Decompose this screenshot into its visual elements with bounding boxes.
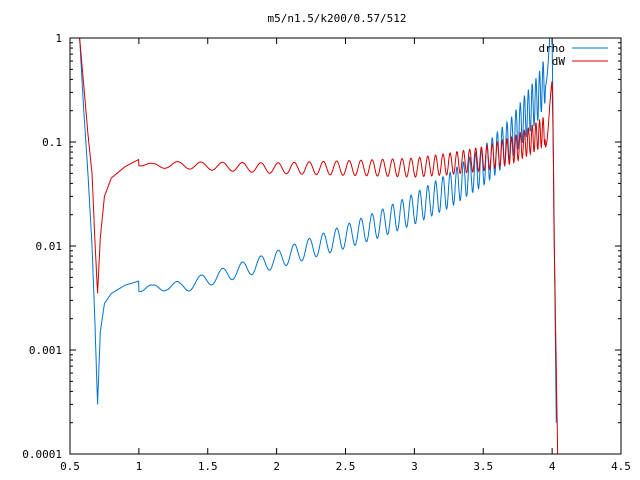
- x-tick-label: 4.5: [611, 460, 631, 473]
- x-tick-label: 1: [136, 460, 143, 473]
- x-tick-label: 0.5: [60, 460, 80, 473]
- x-tick-label: 3.5: [473, 460, 493, 473]
- legend-label-drho: drho: [539, 42, 566, 55]
- chart-title: m5/n1.5/k200/0.57/512: [267, 12, 406, 25]
- y-tick-label: 0.0001: [22, 448, 62, 461]
- series-line-drho: [79, 37, 557, 423]
- series-layer: [79, 37, 559, 455]
- x-tick-label: 2: [273, 460, 280, 473]
- y-tick-label: 0.1: [42, 136, 62, 149]
- y-tick-label: 1: [55, 32, 62, 45]
- legend-label-dW: dW: [552, 55, 566, 68]
- axes-layer: 0.5 1 1.5 2 2.5 3 3.5 4 4.5 0.0001 0.001 0.01 0.1 1: [22, 32, 631, 473]
- x-tick-label: 2.5: [336, 460, 356, 473]
- x-tick-label: 3: [411, 460, 418, 473]
- x-tick-label: 4: [549, 460, 556, 473]
- x-tick-label: 1.5: [198, 460, 218, 473]
- y-tick-label: 0.01: [36, 240, 63, 253]
- series-line-dW: [79, 37, 559, 455]
- y-tick-label: 0.001: [29, 344, 62, 357]
